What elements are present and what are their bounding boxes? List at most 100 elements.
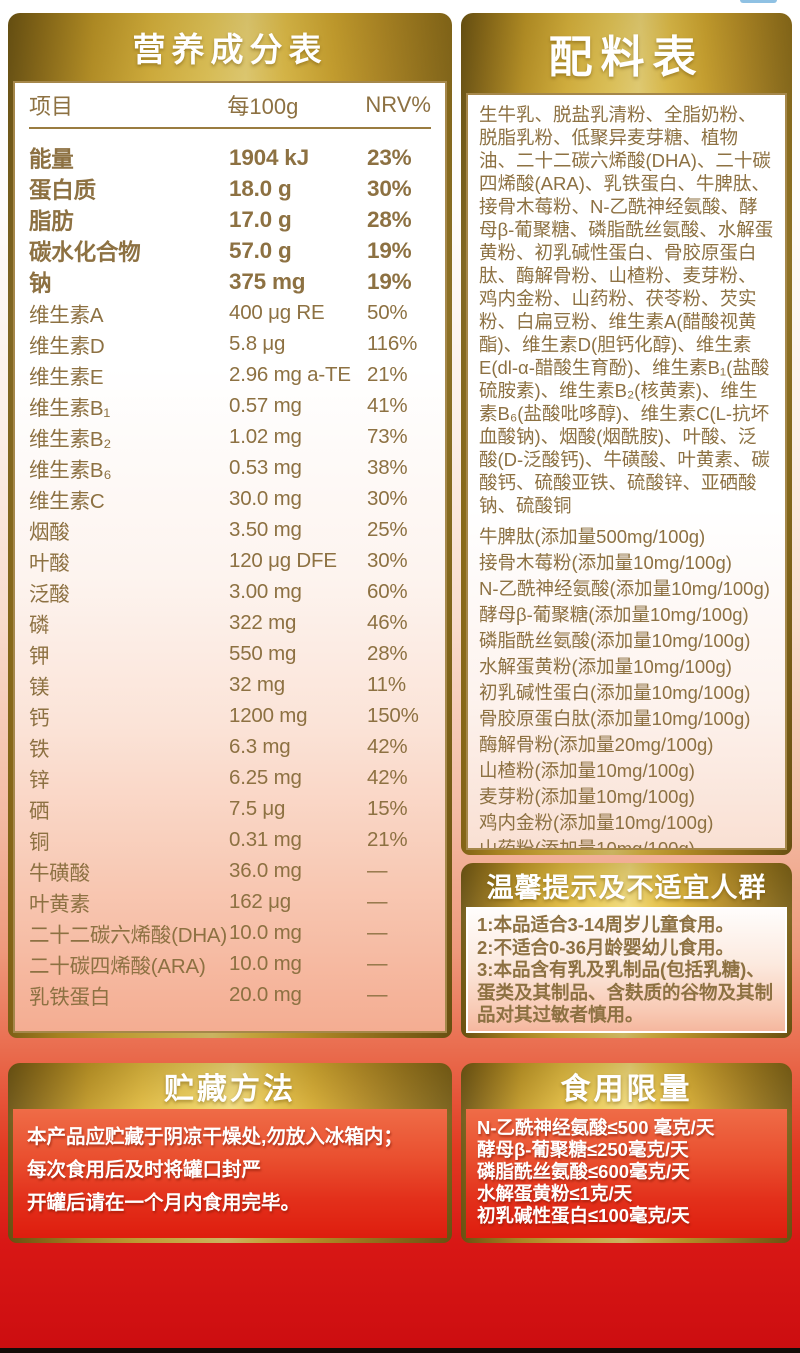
table-row: 能量 1904 kJ 23% [29, 142, 431, 173]
nutrient-name: 脂肪 [29, 208, 74, 234]
nutrient-nrv: 116% [367, 331, 418, 355]
table-row: 叶酸 120 μg DFE 30% [29, 545, 431, 576]
additive-item: 酵母β-葡聚糖(添加量10mg/100g) [479, 604, 749, 625]
storage-line: 开罐后请在一个月内食用完毕。 [27, 1192, 301, 1214]
table-row: 铁 6.3 mg 42% [29, 731, 431, 762]
nutrient-amount: 550 mg [229, 641, 297, 665]
table-row: 维生素D 5.8 μg 116% [29, 328, 431, 359]
bottom-black-bar [0, 1348, 800, 1353]
additive-item: 骨胶原蛋白肽(添加量10mg/100g) [479, 708, 751, 729]
col-amount-header: 每100g [227, 94, 299, 119]
nutrient-nrv: 60% [367, 579, 408, 603]
table-row: 叶黄素 162 μg — [29, 886, 431, 917]
nutrient-name: 维生素C [29, 489, 105, 513]
nutrient-name: 维生素B₆ [29, 458, 112, 482]
limits-lines: N-乙酰神经氨酸≤500 毫克/天 酵母β-葡聚糖≤250毫克/天 磷脂酰丝氨酸≤6… [466, 1109, 787, 1238]
nutrient-nrv: 28% [367, 206, 412, 232]
nutrient-amount: 1200 mg [229, 703, 308, 727]
nutrient-name: 二十碳四烯酸(ARA) [29, 954, 206, 978]
nutrient-name: 铜 [29, 830, 50, 854]
table-row: 维生素E 2.96 mg a-TE 21% [29, 359, 431, 390]
nutrient-amount: 7.5 μg [229, 796, 286, 820]
storage-line: 每次食用后及时将罐口封严 [27, 1159, 262, 1181]
nutrient-name: 维生素D [29, 334, 105, 358]
nutrient-nrv: 41% [367, 393, 408, 417]
nutrient-amount: 57.0 g [229, 237, 292, 263]
limit-line: 磷脂酰丝氨酸≤600毫克/天 [477, 1161, 690, 1182]
nutrient-amount: 120 μg DFE [229, 548, 337, 572]
nutrient-amount: 10.0 mg [229, 951, 302, 975]
nutrient-nrv: 38% [367, 455, 408, 479]
additive-item: 磷脂酰丝氨酸(添加量10mg/100g) [479, 630, 751, 651]
blue-edge-artifact [740, 0, 777, 3]
table-row: 维生素B₂ 1.02 mg 73% [29, 421, 431, 452]
table-row: 维生素B₆ 0.53 mg 38% [29, 452, 431, 483]
nutrition-rows: 能量 1904 kJ 23% 蛋白质 18.0 g 30% 脂肪 17.0 g 28% 碳水化合物… [29, 129, 431, 1010]
table-row: 钾 550 mg 28% [29, 638, 431, 669]
nutrient-amount: 375 mg [229, 268, 306, 294]
nutrient-nrv: 21% [367, 362, 408, 386]
nutrition-panel: 营养成分表 项目 每100g NRV% 能量 1904 kJ 23% 蛋白质 18.0 … [8, 13, 452, 1038]
nutrient-name: 维生素B₁ [29, 396, 111, 420]
nutrient-nrv: 19% [367, 237, 412, 263]
col-nrv-header: NRV% [365, 92, 431, 117]
nutrient-amount: 17.0 g [229, 206, 292, 232]
nutrient-nrv: — [367, 951, 388, 975]
nutrient-name: 能量 [29, 146, 74, 172]
nutrient-name: 钠 [29, 270, 52, 296]
tip-line: 3:本品含有乳及乳制品(包括乳糖)、蛋类及其制品、含麸质的谷物及其制品对其过敏者… [477, 959, 774, 1025]
nutrient-name: 蛋白质 [29, 177, 96, 203]
storage-line: 本产品应贮藏于阴凉干燥处,勿放入冰箱内； [27, 1126, 403, 1148]
tip-line: 1:本品适合3-14周岁儿童食用。 [477, 914, 734, 935]
nutrient-amount: 0.31 mg [229, 827, 302, 851]
tips-panel: 温馨提示及不适宜人群 1:本品适合3-14周岁儿童食用。 2:不适合0-36月龄婴… [461, 863, 792, 1038]
table-row: 维生素A 400 μg RE 50% [29, 297, 431, 328]
table-row: 二十二碳六烯酸(DHA) 10.0 mg — [29, 917, 431, 948]
table-row: 钠 375 mg 19% [29, 266, 431, 297]
nutrient-amount: 400 μg RE [229, 300, 325, 324]
nutrient-nrv: 50% [367, 300, 408, 324]
limit-line: 水解蛋黄粉≤1克/天 [477, 1183, 633, 1204]
nutrition-table: 项目 每100g NRV% 能量 1904 kJ 23% 蛋白质 18.0 g 30% 脂肪… [13, 81, 447, 1033]
limit-line: 初乳碱性蛋白≤100毫克/天 [477, 1205, 690, 1226]
table-row: 锌 6.25 mg 42% [29, 762, 431, 793]
nutrient-nrv: 28% [367, 641, 408, 665]
nutrient-nrv: 73% [367, 424, 408, 448]
nutrient-name: 二十二碳六烯酸(DHA) [29, 923, 228, 947]
additives-list: 牛脾肽(添加量500mg/100g) 接骨木莓粉(添加量10mg/100g) N-乙… [479, 524, 774, 848]
right-column: 配料表 生牛乳、脱盐乳清粉、全脂奶粉、脱脂乳粉、低聚异麦芽糖、植物油、二十二碳六… [461, 13, 792, 1243]
table-row: 烟酸 3.50 mg 25% [29, 514, 431, 545]
nutrient-amount: 3.50 mg [229, 517, 302, 541]
nutrient-nrv: — [367, 920, 388, 944]
nutrient-amount: 2.96 mg a-TE [229, 362, 351, 386]
additive-item: 鸡内金粉(添加量10mg/100g) [479, 812, 714, 833]
additive-item: 接骨木莓粉(添加量10mg/100g) [479, 552, 732, 573]
nutrient-nrv: — [367, 982, 388, 1006]
limit-line: 酵母β-葡聚糖≤250毫克/天 [477, 1139, 689, 1160]
nutrient-name: 铁 [29, 737, 50, 761]
table-row: 泛酸 3.00 mg 60% [29, 576, 431, 607]
nutrient-nrv: 150% [367, 703, 419, 727]
table-row: 脂肪 17.0 g 28% [29, 204, 431, 235]
additive-item: 牛脾肽(添加量500mg/100g) [479, 526, 706, 547]
table-row: 碳水化合物 57.0 g 19% [29, 235, 431, 266]
nutrient-name: 维生素A [29, 303, 104, 327]
nutrient-name: 钾 [29, 644, 50, 668]
nutrient-nrv: 11% [367, 672, 406, 696]
nutrient-nrv: — [367, 858, 388, 882]
limits-panel: 食用限量 N-乙酰神经氨酸≤500 毫克/天 酵母β-葡聚糖≤250毫克/天 磷脂酰… [461, 1063, 792, 1243]
table-row: 磷 322 mg 46% [29, 607, 431, 638]
nutrient-nrv: 15% [367, 796, 408, 820]
nutrient-nrv: 30% [367, 486, 408, 510]
tip-line: 2:不适合0-36月龄婴幼儿食用。 [477, 936, 734, 958]
nutrition-title: 营养成分表 [132, 31, 328, 68]
table-row: 二十碳四烯酸(ARA) 10.0 mg — [29, 948, 431, 979]
limits-title: 食用限量 [560, 1073, 693, 1106]
nutrient-name: 维生素B₂ [29, 427, 112, 451]
table-row: 镁 32 mg 11% [29, 669, 431, 700]
table-row: 维生素B₁ 0.57 mg 41% [29, 390, 431, 421]
ingredients-paragraph: 生牛乳、脱盐乳清粉、全脂奶粉、脱脂乳粉、低聚异麦芽糖、植物油、二十二碳六烯酸(D… [479, 104, 774, 516]
table-row: 铜 0.31 mg 21% [29, 824, 431, 855]
table-row: 硒 7.5 μg 15% [29, 793, 431, 824]
nutrient-name: 牛磺酸 [29, 861, 90, 885]
